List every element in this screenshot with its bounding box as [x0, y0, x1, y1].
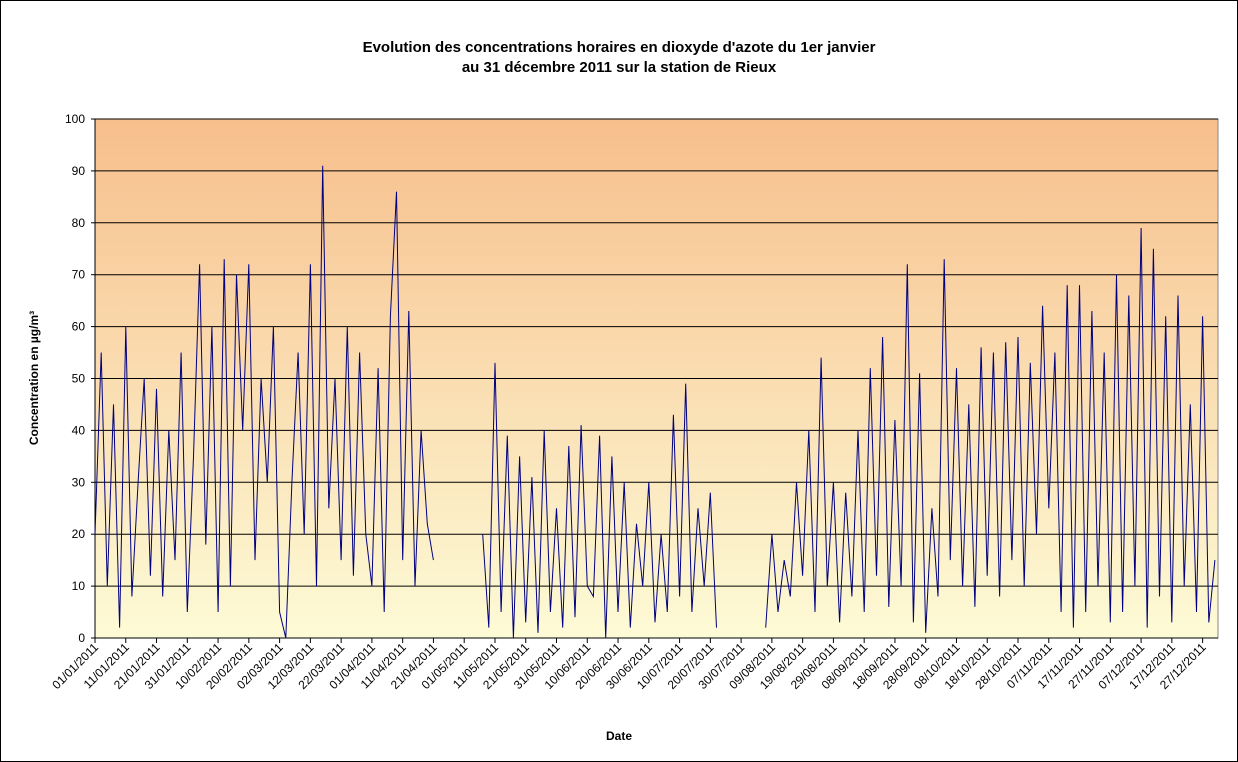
y-tick-label: 20 [72, 527, 86, 541]
y-tick-label: 10 [72, 579, 86, 593]
y-tick-label: 70 [72, 268, 86, 282]
y-tick-label: 60 [72, 320, 86, 334]
chart-title: au 31 décembre 2011 sur la station de Ri… [462, 59, 777, 76]
y-tick-label: 40 [72, 423, 86, 437]
y-tick-label: 0 [78, 631, 85, 645]
y-tick-label: 90 [72, 164, 86, 178]
y-tick-label: 30 [72, 475, 86, 489]
y-tick-label: 50 [72, 372, 86, 386]
data-line [94, 165, 1216, 639]
y-axis-title: Concentration en µg/m³ [27, 311, 41, 445]
y-tick-label: 100 [65, 112, 85, 126]
chart-title: Evolution des concentrations horaires en… [363, 39, 876, 56]
x-axis-title: Date [606, 729, 632, 743]
y-tick-label: 80 [72, 216, 86, 230]
